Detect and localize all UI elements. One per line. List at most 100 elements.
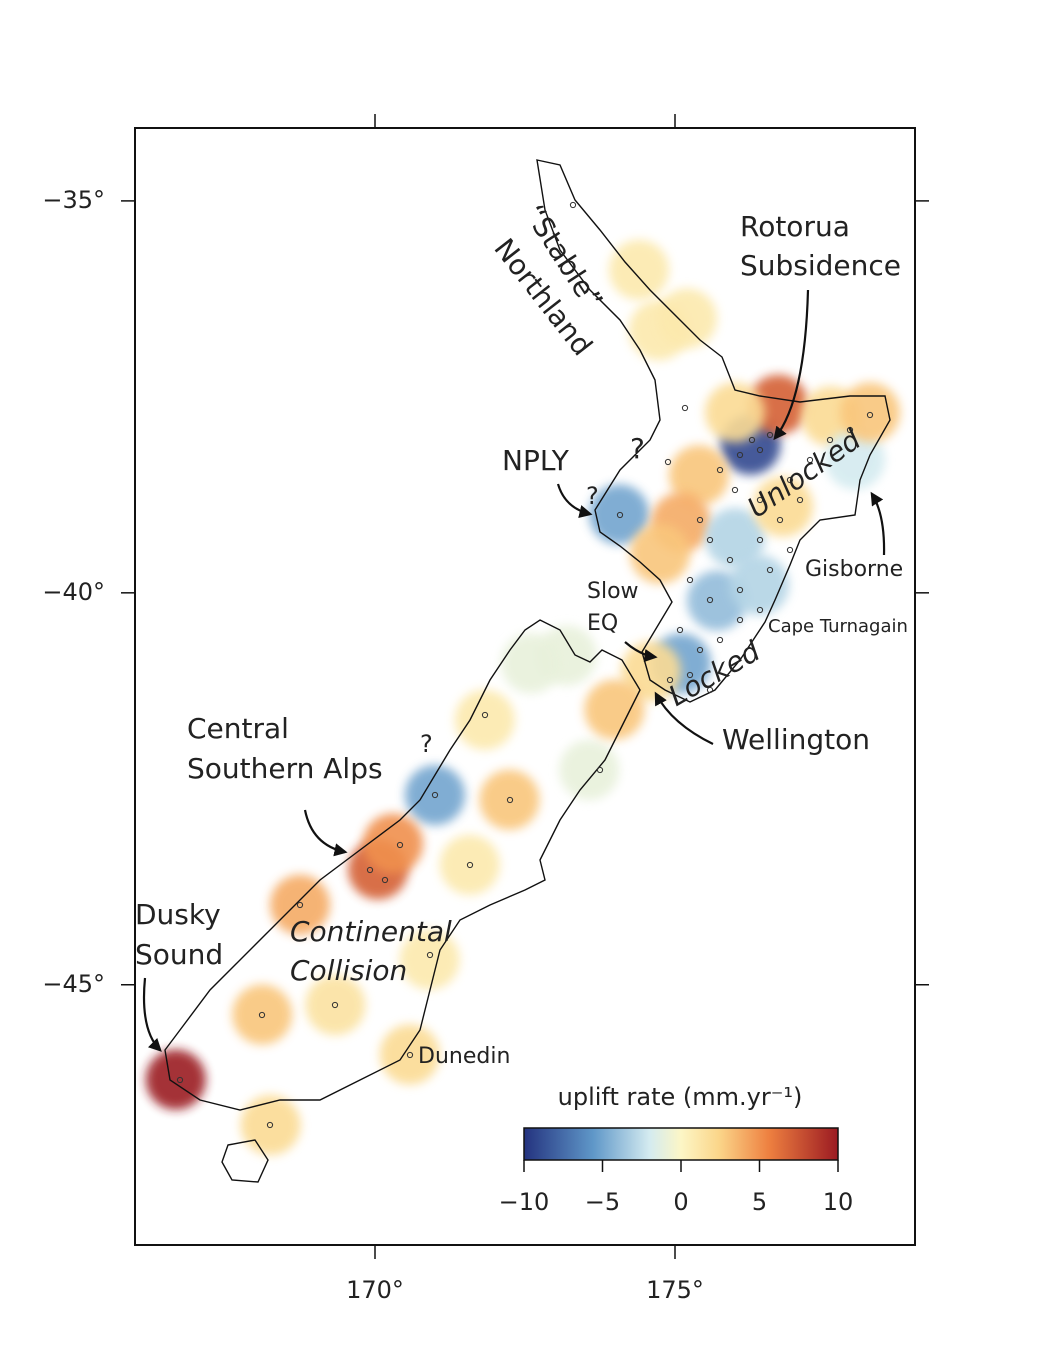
uplift-patch — [621, 641, 681, 702]
uplift-patch — [439, 834, 500, 895]
station — [296, 901, 304, 909]
station — [736, 616, 744, 624]
station — [696, 516, 704, 524]
annotation: Dusky — [135, 898, 221, 931]
station — [569, 201, 577, 209]
station — [616, 511, 624, 519]
station — [396, 841, 404, 849]
arrow — [870, 491, 886, 556]
arrow — [624, 641, 658, 663]
colorbar-tick-label: 10 — [823, 1188, 854, 1216]
uplift-patch — [705, 507, 765, 568]
annotation: Continental — [290, 915, 452, 948]
uplift-patch — [657, 288, 717, 349]
axes: 170° 175° −35° −40° −45° — [42, 114, 929, 1304]
y-tick-label: −45° — [42, 970, 105, 998]
station — [266, 1121, 274, 1129]
station — [756, 536, 764, 544]
uplift-patch — [501, 633, 561, 694]
station — [786, 546, 794, 554]
station — [731, 486, 739, 494]
station — [686, 671, 694, 679]
station — [756, 606, 764, 614]
annotation: Rotorua — [740, 210, 850, 243]
uplift-patch — [240, 1095, 301, 1156]
station — [506, 796, 514, 804]
station — [466, 861, 474, 869]
arrow — [556, 483, 593, 518]
station — [776, 516, 784, 524]
annotation: ? — [586, 482, 599, 510]
colorbar-label: uplift rate (mm.yr⁻¹) — [558, 1083, 803, 1111]
annotation: Collision — [290, 954, 407, 987]
uplift-patch — [405, 765, 465, 826]
station — [331, 1001, 339, 1009]
uplift-patch — [825, 429, 885, 490]
colorbar: uplift rate (mm.yr⁻¹) −10 −5 0 5 10 — [499, 1083, 854, 1216]
colorbar-tick-label: −5 — [585, 1188, 620, 1216]
station — [406, 1051, 414, 1059]
uplift-patch — [589, 484, 650, 545]
annotation: Cape Turnagain — [768, 616, 908, 637]
station — [756, 496, 764, 504]
uplift-patch — [399, 929, 460, 990]
station — [706, 536, 714, 544]
station — [766, 566, 774, 574]
station — [806, 456, 814, 464]
station — [176, 1076, 184, 1084]
station — [696, 646, 704, 654]
annotation: Gisborne — [805, 557, 903, 582]
south-island — [164, 619, 641, 1111]
station — [706, 596, 714, 604]
colorbar-tick-label: −10 — [499, 1188, 550, 1216]
arrows — [142, 289, 886, 1052]
map-frame — [134, 127, 916, 1246]
uplift-patch — [145, 1049, 206, 1110]
uplift-patch — [379, 1024, 440, 1085]
stations — [176, 201, 874, 1129]
station — [366, 866, 374, 874]
annotation: Southern Alps — [187, 752, 383, 785]
annotation: ? — [630, 432, 645, 465]
station — [826, 436, 834, 444]
station — [381, 876, 389, 884]
station — [596, 766, 604, 774]
colorbar-tick-label: 5 — [752, 1188, 767, 1216]
station — [736, 451, 744, 459]
station — [756, 446, 764, 454]
station — [664, 458, 672, 466]
stewart-island — [221, 1139, 269, 1183]
station — [736, 586, 744, 594]
annotation: Slow — [587, 579, 639, 604]
annotation: Sound — [135, 938, 223, 971]
uplift-patch — [705, 382, 765, 443]
station — [686, 576, 694, 584]
uplift-patch — [669, 445, 729, 506]
y-tick-label: −35° — [42, 186, 105, 214]
arrow — [773, 289, 810, 441]
station — [258, 1011, 266, 1019]
station — [796, 496, 804, 504]
colorbar-ramp — [523, 1127, 839, 1161]
x-tick-label: 175° — [646, 1276, 704, 1304]
uplift-patch — [729, 554, 789, 615]
station — [866, 411, 874, 419]
uplift-patch — [363, 813, 423, 874]
arrow — [654, 691, 714, 745]
uplift-patch — [305, 975, 366, 1036]
station — [846, 426, 854, 434]
station — [481, 711, 489, 719]
station — [706, 686, 714, 694]
annotation: Subsidence — [740, 249, 901, 282]
station — [676, 626, 684, 634]
uplift-patch — [609, 239, 669, 300]
annotation: EQ — [587, 611, 618, 636]
arrow — [142, 977, 162, 1052]
uplift-patch — [454, 689, 515, 750]
station — [726, 556, 734, 564]
uplift-patch — [630, 523, 690, 584]
uplift-layer — [145, 239, 900, 1156]
station — [666, 676, 674, 684]
coastline — [164, 159, 891, 1183]
